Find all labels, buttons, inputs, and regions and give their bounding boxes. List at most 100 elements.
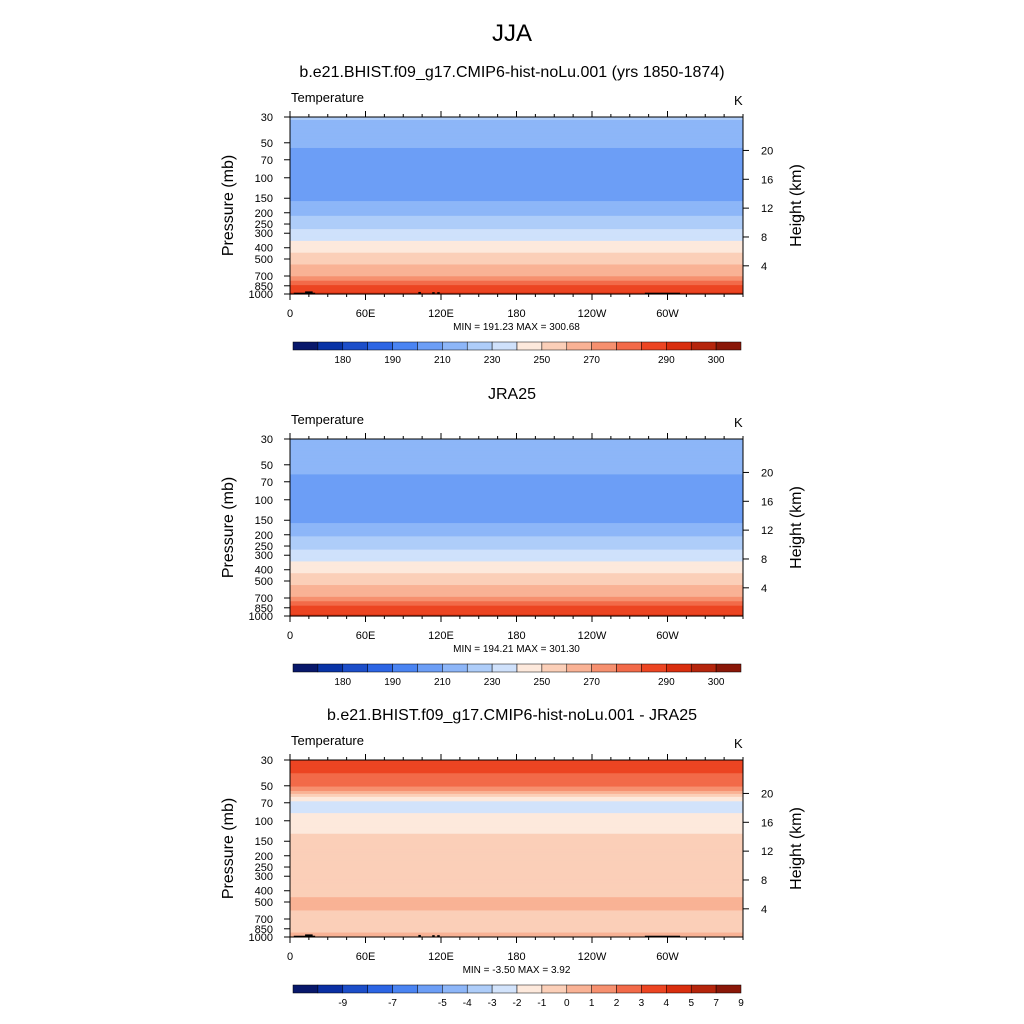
y-tick-label: 200 [255, 530, 273, 542]
contour-band [290, 215, 743, 218]
y-tick-label: 700 [255, 271, 273, 283]
contour-band [290, 537, 743, 540]
contour-band [290, 229, 743, 232]
x-tick-label: 120E [428, 951, 454, 963]
terrain-mask [305, 291, 313, 294]
x-tick-label: 60E [356, 951, 376, 963]
y-tick-label: 250 [255, 541, 273, 553]
contour-band [290, 184, 743, 187]
contour-band [290, 580, 743, 583]
contour-band [290, 258, 743, 261]
height-tick-label: 4 [761, 583, 767, 595]
contour-band [290, 604, 743, 607]
colorbar-box [616, 341, 642, 351]
x-tick-label: 0 [287, 951, 293, 963]
contour-band [290, 764, 743, 767]
contour-band [290, 880, 743, 884]
contour-band [290, 162, 743, 165]
contour-band [290, 158, 743, 161]
x-tick-label: 0 [287, 630, 293, 642]
contour-band [290, 134, 743, 137]
y-tick-label: 150 [255, 515, 273, 527]
height-tick-label: 16 [761, 174, 773, 186]
contour-band [290, 489, 743, 492]
colorbar-box [715, 663, 742, 673]
contour-band [290, 804, 743, 807]
contour-band [290, 527, 743, 530]
contour-band [290, 464, 743, 467]
contour-band [290, 474, 743, 477]
contour-band [290, 559, 743, 563]
colorbar-label: -2 [513, 998, 522, 1009]
contour-band [290, 564, 743, 567]
y-tick-label: 850 [255, 924, 273, 936]
colorbar-box [442, 341, 468, 351]
contour-band [290, 786, 743, 789]
contour-band [290, 187, 743, 190]
contour-band [290, 922, 743, 925]
contour-band [290, 823, 743, 826]
panel-2-units: K [734, 415, 743, 430]
contour-band [290, 601, 743, 604]
x-tick-label: 60E [356, 630, 376, 642]
contour-band [290, 847, 743, 850]
contour-band [290, 875, 743, 878]
y-axis-label-right: Height (km) [788, 164, 805, 247]
contour-band [290, 122, 743, 125]
panel-3-units: K [734, 736, 743, 751]
panel-1-units: K [734, 93, 743, 108]
y-tick-label: 300 [255, 228, 273, 240]
contour-band [290, 142, 743, 145]
colorbar-box [690, 663, 717, 673]
contour-band [290, 928, 743, 931]
contour-band [290, 808, 743, 811]
colorbar-box [715, 984, 742, 994]
y-tick-label: 700 [255, 593, 273, 605]
contour-band [290, 777, 743, 780]
contour-band [290, 561, 743, 564]
contour-band [290, 251, 743, 254]
contour-band [290, 587, 743, 591]
colorbar-box [466, 663, 493, 673]
colorbar-box [417, 984, 443, 994]
contour-band [290, 592, 743, 595]
colorbar-label: 210 [434, 355, 451, 366]
colorbar-label: 0 [564, 998, 570, 1009]
contour-band [290, 932, 743, 935]
contour-band [290, 505, 743, 508]
colorbar-label: 1 [589, 998, 595, 1009]
y-tick-label: 70 [261, 477, 273, 489]
contour-band [290, 900, 743, 903]
panel-2-chart: 0 60E 120E 180 120W 60W3050701001502002503004… [220, 433, 805, 688]
contour-band [290, 760, 743, 763]
contour-band [290, 189, 743, 192]
y-tick-label: 400 [255, 243, 273, 255]
contour-band [290, 119, 743, 123]
contour-band [290, 209, 743, 212]
contour-band [290, 523, 743, 526]
contour-band [290, 826, 743, 829]
contour-band [290, 813, 743, 816]
contour-band [290, 240, 743, 243]
contour-band [290, 471, 743, 474]
contour-band [290, 461, 743, 464]
panel-3-chart: 0 60E 120E 180 120W 60W3050701001502002503004… [220, 754, 805, 1009]
height-tick-label: 16 [761, 817, 773, 829]
colorbar-label: 7 [713, 998, 719, 1009]
contour-band [290, 524, 743, 527]
contour-band [290, 531, 743, 534]
contour-band [290, 518, 743, 521]
terrain-mask [418, 934, 421, 937]
colorbar-box [342, 984, 368, 994]
colorbar-label: -5 [438, 998, 447, 1009]
y-tick-label: 250 [255, 219, 273, 231]
contour-band [290, 204, 743, 207]
contour-band [290, 444, 743, 447]
contour-band [290, 289, 743, 292]
contour-band [290, 849, 743, 853]
terrain-mask [293, 935, 309, 937]
contour-band [290, 521, 743, 524]
colorbar-label: 290 [658, 355, 675, 366]
y-tick-label: 30 [261, 755, 273, 767]
contour-band [290, 257, 743, 260]
